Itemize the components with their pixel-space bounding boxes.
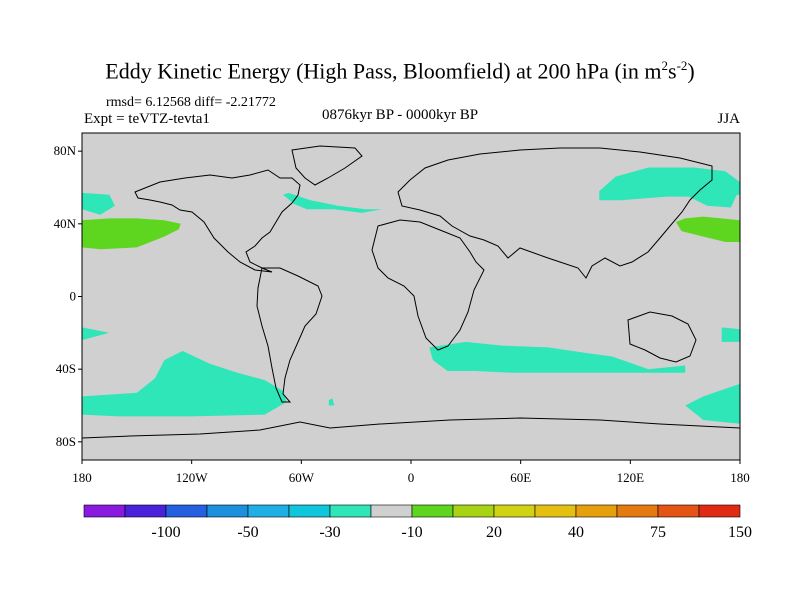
lon-tick-label: 60E <box>510 470 531 485</box>
lon-tick-label: 120W <box>176 470 209 485</box>
colorbar-swatch <box>247 504 290 518</box>
colorbar-swatch <box>657 504 700 518</box>
lon-tick-label: 180 <box>730 470 750 485</box>
lon-tick-label: 180 <box>72 470 92 485</box>
shaded-regions <box>82 167 740 424</box>
lat-tick-label: 40N <box>54 216 77 231</box>
colorbar-label: -50 <box>237 524 258 541</box>
colorbar-label: 40 <box>568 524 584 541</box>
lat-tick-label: 80S <box>56 434 76 449</box>
lon-tick-label: 0 <box>408 470 415 485</box>
colorbar-label: 75 <box>650 524 666 541</box>
colorbar-swatch <box>534 504 577 518</box>
region-north-pacific-west-negative <box>82 192 115 215</box>
latitude-ticks: 80N 40N 0 40S 80S <box>54 143 82 449</box>
region-new-zealand-north-negative <box>721 327 740 342</box>
colorbar-swatch <box>370 504 413 518</box>
colorbar: -100 -50 -30 -10 20 40 75 150 <box>83 504 752 541</box>
lat-tick-label: 80N <box>54 143 77 158</box>
map-frame <box>81 132 741 461</box>
colorbar-swatch <box>493 504 536 518</box>
colorbar-swatch <box>83 504 126 518</box>
colorbar-label: -30 <box>319 524 340 541</box>
region-south-pacific-east-negative <box>685 383 740 424</box>
colorbar-label: -100 <box>151 524 180 541</box>
colorbar-swatch <box>206 504 249 518</box>
coast-africa <box>371 219 485 351</box>
region-eurasia-negative <box>599 167 740 201</box>
lat-tick-label: 0 <box>70 289 77 304</box>
region-north-atlantic-negative <box>283 192 382 213</box>
lon-tick-label: 120E <box>617 470 645 485</box>
longitude-ticks: 180 120W 60W 0 60E 120E 180 <box>72 460 750 485</box>
colorbar-label: 150 <box>728 524 752 541</box>
colorbar-swatch <box>288 504 331 518</box>
colorbar-swatch <box>165 504 208 518</box>
region-indian-ocean-negative <box>429 341 686 373</box>
coast-south-america <box>256 267 323 403</box>
colorbar-label: 20 <box>486 524 502 541</box>
coast-australia <box>627 311 697 363</box>
colorbar-label: -10 <box>401 524 422 541</box>
lat-tick-label: 40S <box>56 361 76 376</box>
colorbar-swatch <box>616 504 659 518</box>
colorbar-swatch <box>411 504 454 518</box>
coast-greenland <box>291 145 363 186</box>
colorbar-swatch <box>575 504 618 518</box>
coast-eurasia <box>397 147 713 279</box>
colorbar-swatch <box>124 504 167 518</box>
lon-tick-label: 60W <box>289 470 315 485</box>
stats-line: rmsd= 6.12568 diff= -2.21772 <box>106 95 276 110</box>
chart-title: Eddy Kinetic Energy (High Pass, Bloomfie… <box>105 58 695 84</box>
season-label: JJA <box>717 111 740 127</box>
region-north-pacific-positive-east <box>676 216 740 242</box>
coast-antarctica <box>81 417 741 439</box>
region-north-pacific-positive-west <box>82 218 181 250</box>
coastlines <box>81 145 741 439</box>
region-fiji-negative <box>82 327 110 341</box>
colorbar-swatch <box>698 504 741 518</box>
colorbar-swatch <box>452 504 495 518</box>
period-line: 0876kyr BP - 0000kyr BP <box>321 107 479 123</box>
coast-north-america <box>134 169 301 273</box>
region-south-pacific-negative <box>82 351 287 417</box>
colorbar-swatch <box>329 504 372 518</box>
experiment-line: Expt = teVTZ-tevta1 <box>84 111 210 127</box>
region-drake-small-negative <box>328 398 335 406</box>
